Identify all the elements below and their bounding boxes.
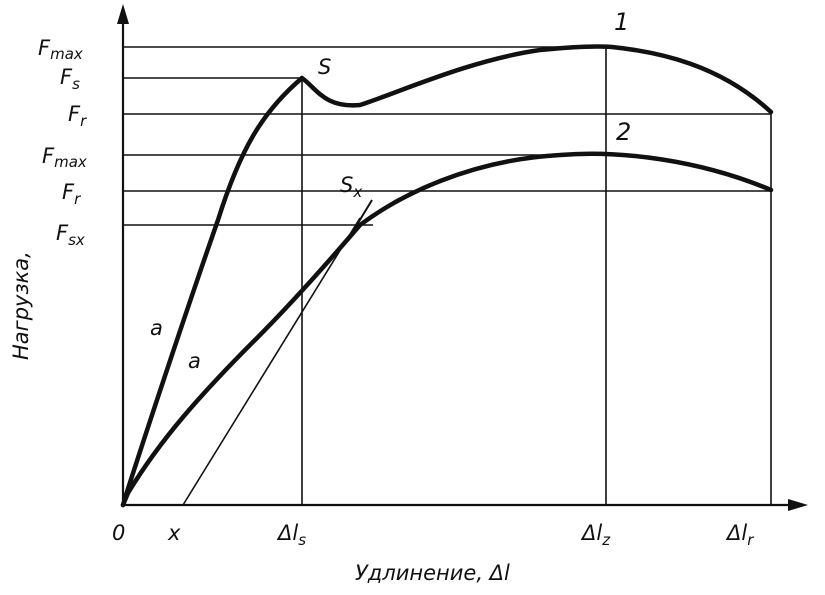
y-axis-arrow — [117, 4, 129, 24]
y-axis-title: Нагрузка, — [9, 251, 33, 360]
axes — [117, 4, 808, 511]
sx-marker — [354, 199, 373, 229]
curve-2 — [120, 151, 774, 508]
label-fmax-1: Fmax — [38, 36, 83, 63]
label-dl-r: Δlr — [725, 521, 754, 549]
offset-yield-label: Sx — [340, 173, 362, 201]
label-dl-s: Δls — [276, 521, 306, 549]
x-axis-title: Удлинение, Δl — [355, 561, 510, 585]
yield-point-label: S — [318, 55, 331, 79]
linear-label-a1: a — [150, 316, 163, 340]
label-fmax-2: Fmax — [42, 144, 87, 171]
curve-1-label: 1 — [614, 8, 629, 36]
vertical-guides — [301, 47, 772, 505]
linear-label-a2: a — [188, 349, 201, 373]
x-axis-arrow — [788, 499, 808, 511]
label-dl-z: Δlz — [580, 521, 611, 549]
x-tick-labels: 0 x Δls Δlz Δlr — [112, 521, 754, 549]
curve-labels: 1 2 S Sx a a — [150, 8, 631, 373]
label-x: x — [167, 521, 181, 545]
y-tick-labels: Fmax Fs Fr Fmax Fr Fsx — [38, 36, 87, 249]
label-fr-2: Fr — [62, 180, 81, 208]
label-origin: 0 — [112, 521, 125, 545]
horizontal-guides — [123, 46, 771, 226]
label-fr-1: Fr — [68, 102, 87, 130]
curve-1 — [120, 44, 774, 508]
label-fs: Fs — [60, 65, 80, 93]
curve-2-label: 2 — [616, 118, 631, 146]
offset-line — [182, 217, 361, 506]
label-fsx: Fsx — [56, 221, 85, 249]
